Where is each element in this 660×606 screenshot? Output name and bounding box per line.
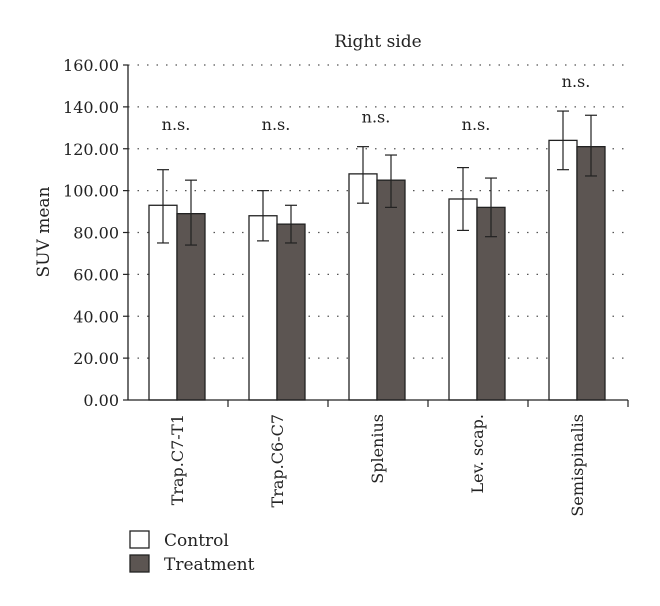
error-bars bbox=[157, 110, 597, 246]
significance-label: n.s. bbox=[362, 108, 391, 127]
y-tick-label: 40.00 bbox=[73, 307, 119, 326]
significance-label: n.s. bbox=[262, 115, 291, 134]
bar-treatment-2 bbox=[376, 179, 406, 401]
y-tick-label: 80.00 bbox=[73, 224, 119, 243]
y-tick-label: 20.00 bbox=[73, 349, 119, 368]
legend-label-control: Control bbox=[164, 531, 229, 551]
bar-treatment-4 bbox=[576, 146, 606, 401]
bar-control-4 bbox=[548, 139, 578, 401]
bar-treatment-3 bbox=[476, 206, 506, 401]
y-tick-label: 60.00 bbox=[73, 265, 119, 284]
y-tick-labels: 0.00 20.00 40.00 60.00 80.00 100.00 120.00 140.… bbox=[63, 56, 128, 410]
bar-control-2 bbox=[348, 173, 378, 401]
y-tick-label: 140.00 bbox=[63, 98, 119, 117]
legend-swatch-treatment bbox=[129, 554, 150, 573]
legend: Control Treatment bbox=[129, 530, 255, 575]
x-tick-label: Splenius bbox=[368, 414, 387, 484]
significance-label: n.s. bbox=[562, 72, 591, 91]
legend-swatch-control bbox=[129, 530, 150, 549]
x-tick-label: Trap.C6-C7 bbox=[268, 414, 287, 507]
x-tick-labels: Trap.C7-T1 Trap.C6-C7 Splenius Lev. scap. Se… bbox=[168, 414, 587, 517]
significance-label: n.s. bbox=[462, 115, 491, 134]
y-tick-label: 160.00 bbox=[63, 56, 119, 75]
y-tick-label: 100.00 bbox=[63, 182, 119, 201]
bars bbox=[148, 139, 606, 401]
bar-treatment-1 bbox=[276, 223, 306, 401]
y-axis-label: SUV mean bbox=[34, 186, 54, 277]
bar-control-1 bbox=[248, 215, 278, 401]
significance-label: n.s. bbox=[162, 115, 191, 134]
y-tick-label: 0.00 bbox=[83, 391, 119, 410]
x-tick-label: Lev. scap. bbox=[468, 414, 487, 493]
chart-title: Right side bbox=[334, 32, 421, 52]
x-tick-label: Trap.C7-T1 bbox=[168, 414, 187, 505]
y-tick-label: 120.00 bbox=[63, 140, 119, 159]
x-tick-label: Semispinalis bbox=[568, 414, 587, 517]
annotations: n.s. n.s. n.s. n.s. n.s. bbox=[162, 72, 591, 134]
legend-label-treatment: Treatment bbox=[164, 555, 255, 575]
